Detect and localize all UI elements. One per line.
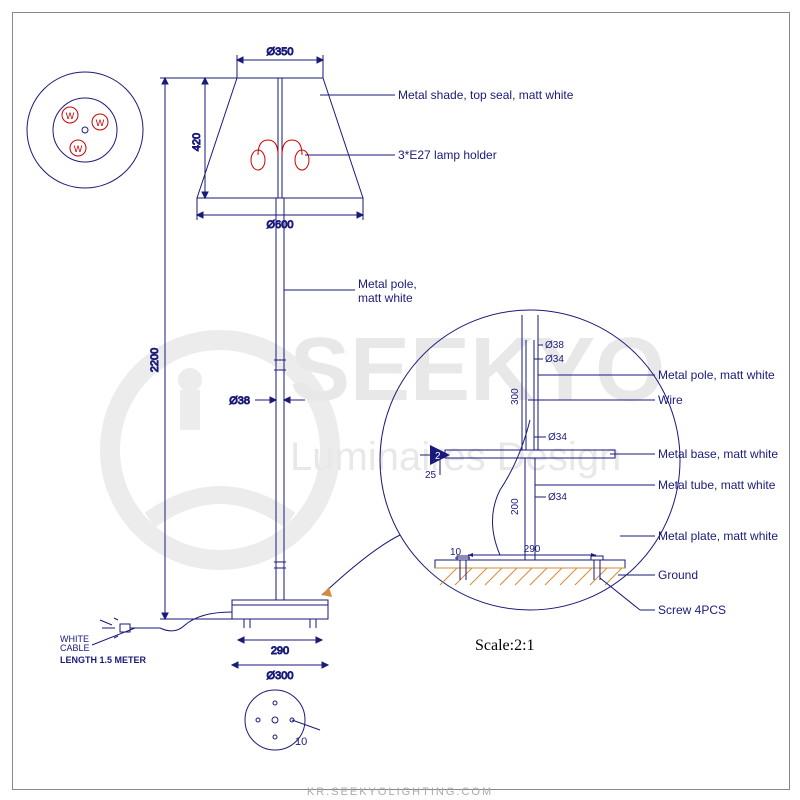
svg-text:10: 10 [450, 547, 462, 558]
svg-text:Screw 4PCS: Screw 4PCS [658, 603, 726, 617]
svg-text:Ø300: Ø300 [267, 670, 294, 682]
svg-text:Ø350: Ø350 [267, 46, 294, 58]
svg-text:Wire: Wire [658, 393, 683, 407]
annotations: Metal shade, top seal, matt white 3*E27 … [284, 88, 574, 305]
scale-label: Scale:2:1 [475, 637, 535, 654]
base-bottom-view: 10 [245, 690, 320, 750]
source-url: KR.SEEKYOLIGHTING.COM [0, 786, 800, 798]
svg-text:Metal tube, matt white: Metal tube, matt white [658, 478, 776, 492]
svg-text:Metal pole, matt white: Metal pole, matt white [658, 368, 775, 382]
cable-label: WHITE CABLE LENGTH 1.5 METER [60, 628, 147, 665]
svg-text:Ø600: Ø600 [267, 219, 294, 231]
svg-text:Ø34: Ø34 [548, 492, 567, 503]
svg-text:W: W [74, 144, 83, 154]
svg-text:3*E27 lamp holder: 3*E27 lamp holder [398, 148, 497, 162]
svg-text:Metal base, matt white: Metal base, matt white [658, 447, 778, 461]
svg-text:Ø34: Ø34 [548, 432, 567, 443]
svg-text:290: 290 [524, 544, 541, 555]
svg-text:300: 300 [510, 388, 521, 405]
svg-text:Metal shade, top seal, matt wh: Metal shade, top seal, matt white [398, 88, 574, 102]
watermark: SEEKYO Luminaires Design [110, 320, 665, 560]
svg-text:2200: 2200 [149, 348, 161, 372]
svg-text:W: W [96, 118, 105, 128]
svg-text:Metal pole,: Metal pole, [358, 277, 417, 291]
svg-text:Ground: Ground [658, 568, 698, 582]
svg-text:25: 25 [425, 470, 437, 481]
watermark-top: SEEKYO [290, 320, 665, 420]
diagram-svg: SEEKYO Luminaires Design W W W [0, 0, 800, 800]
svg-text:10: 10 [295, 736, 307, 748]
watermark-bottom: Luminaires Design [290, 435, 621, 479]
svg-text:290: 290 [271, 645, 289, 657]
svg-text:CABLE: CABLE [60, 643, 90, 653]
svg-text:LENGTH 1.5 METER: LENGTH 1.5 METER [60, 655, 147, 665]
svg-text:420: 420 [191, 133, 203, 151]
top-view: W W W [27, 72, 143, 188]
svg-text:W: W [66, 111, 75, 121]
svg-text:200: 200 [510, 498, 521, 515]
svg-text:matt white: matt white [358, 291, 413, 305]
svg-text:Ø34: Ø34 [545, 354, 564, 365]
svg-text:Ø38: Ø38 [229, 395, 250, 407]
svg-text:Metal plate, matt white: Metal plate, matt white [658, 529, 778, 543]
svg-text:Ø38: Ø38 [545, 340, 564, 351]
